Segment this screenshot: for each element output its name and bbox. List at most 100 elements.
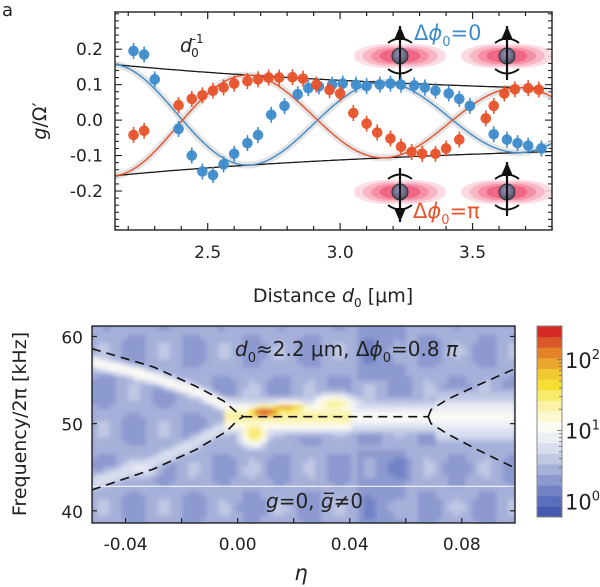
heatmap-cell (460, 465, 468, 471)
heatmap-cell (357, 358, 365, 364)
heatmap-cell (351, 419, 359, 426)
heatmap-cell (260, 387, 268, 393)
heatmap-cell (387, 465, 395, 471)
heatmap-cell (194, 514, 202, 520)
heatmap-cell (429, 411, 438, 417)
heatmap-cell (133, 444, 142, 450)
marker (348, 107, 359, 119)
heatmap-cell (194, 395, 202, 401)
heatmap-cell (109, 411, 117, 417)
heatmap-cell (127, 428, 135, 434)
heatmap-cell (139, 370, 148, 376)
heatmap-cell (224, 346, 232, 352)
heatmap-cell (170, 411, 178, 417)
heatmap-cell (363, 391, 371, 397)
heatmap-cell (363, 501, 371, 508)
heatmap-cell (441, 415, 450, 422)
heatmap-cell (363, 485, 371, 491)
heatmap-cell (429, 514, 438, 520)
heatmap-cell (478, 456, 486, 463)
heatmap-cell (97, 337, 105, 344)
heatmap-cell (164, 358, 172, 364)
heatmap-cell (303, 358, 311, 364)
heatmap-cell (381, 440, 389, 446)
heatmap-cell (345, 326, 353, 331)
heatmap-cell (194, 452, 202, 459)
heatmap-cell (490, 465, 498, 471)
heatmap-cell (290, 436, 299, 442)
heatmap-cell (164, 501, 172, 508)
heatmap-cell (170, 444, 178, 450)
heatmap-cell (435, 411, 444, 417)
heatmap-cell (478, 428, 486, 434)
heatmap-cell (260, 477, 268, 483)
heatmap-cell (176, 374, 184, 381)
heatmap-cell (182, 374, 190, 381)
heatmap-cell (224, 506, 232, 512)
heatmap-cell (176, 477, 184, 483)
heatmap-cell (478, 333, 486, 340)
heatmap-cell (387, 337, 395, 344)
heatmap-cell (218, 382, 226, 389)
heatmap-cell (508, 444, 515, 450)
heatmap-cell (164, 465, 172, 471)
heatmap-cell (321, 493, 329, 500)
heatmap-cell (435, 469, 444, 475)
heatmap-cell (278, 399, 287, 405)
heatmap-cell (405, 460, 413, 467)
heatmap-cell (194, 354, 202, 360)
heatmap-cell (194, 374, 202, 381)
heatmap-cell (399, 436, 407, 442)
heatmap-cell (496, 395, 504, 401)
heatmap-cell (224, 411, 232, 417)
heatmap-cell (145, 485, 154, 491)
heatmap-cell (339, 489, 347, 495)
heatmap-cell (176, 370, 184, 376)
heatmap-cell (363, 510, 371, 516)
heatmap-cell (103, 518, 111, 523)
heatmap-cell (454, 481, 462, 487)
data-point (252, 71, 264, 88)
heatmap-cell (133, 358, 142, 364)
heatmap-cell (164, 506, 172, 512)
heatmap-cell (435, 506, 444, 512)
heatmap-cell (423, 436, 432, 442)
heatmap-cell (496, 489, 504, 495)
heatmap-cell (441, 497, 450, 504)
heatmap-cell (278, 354, 287, 360)
heatmap-cell (278, 444, 287, 450)
heatmap-cell (423, 493, 432, 500)
heatmap-cell (381, 448, 389, 454)
heatmap-cell (151, 362, 160, 368)
heatmap-cell (502, 424, 510, 430)
heatmap-cell (309, 329, 317, 335)
heatmap-cell (333, 432, 341, 438)
heatmap-cell (411, 440, 420, 446)
heatmap-cell (309, 387, 317, 393)
heatmap-cell (151, 501, 160, 508)
heatmap-cell (284, 350, 293, 356)
heatmap-cell (236, 448, 244, 454)
heatmap-cell (127, 473, 135, 479)
heatmap-cell (127, 370, 135, 376)
heatmap-cell (284, 510, 293, 516)
heatmap-cell (145, 506, 154, 512)
heatmap-cell (157, 407, 166, 413)
heatmap-cell (272, 337, 281, 344)
heatmap-cell (375, 465, 383, 471)
heatmap-cell (236, 419, 244, 426)
heatmap-cell (164, 448, 172, 454)
heatmap-cell (363, 329, 371, 335)
heatmap-cell (454, 350, 462, 356)
heatmap-cell (188, 473, 196, 479)
heatmap-cell (369, 465, 377, 471)
heatmap-cell (345, 337, 353, 344)
heatmap-cell (230, 428, 238, 434)
heatmap-cell (296, 514, 305, 520)
heatmap-cell (157, 382, 166, 389)
heatmap-cell (435, 493, 444, 500)
heatmap-cell (151, 382, 160, 389)
heatmap-cell (206, 444, 214, 450)
heatmap-cell (145, 395, 154, 401)
heatmap-cell (411, 473, 420, 479)
